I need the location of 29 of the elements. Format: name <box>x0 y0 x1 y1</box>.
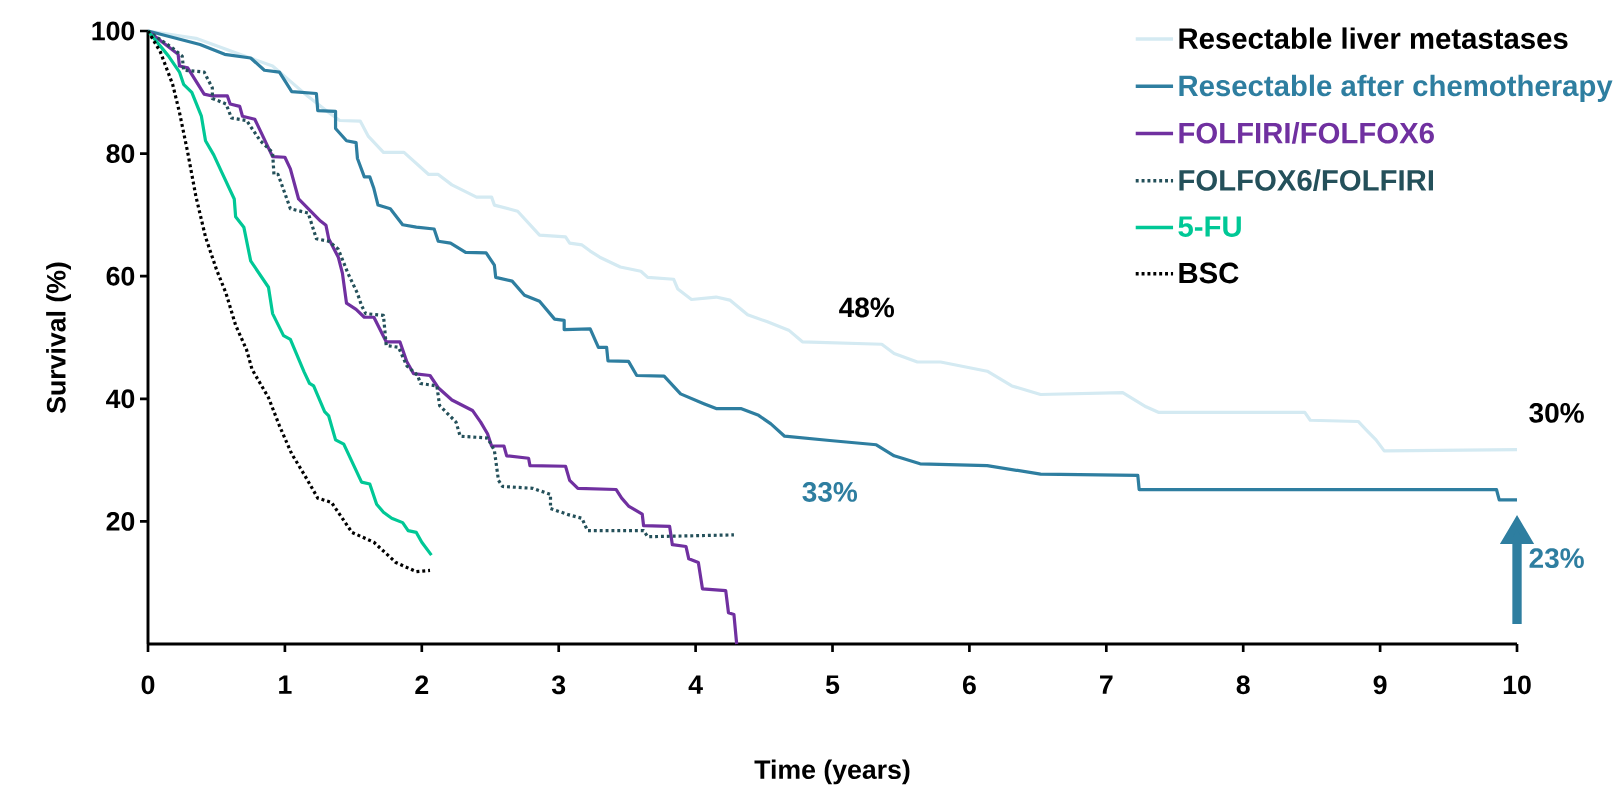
x-axis-title: Time (years) <box>754 759 910 785</box>
x-tick-label: 2 <box>415 675 429 694</box>
x-tick-label: 4 <box>688 675 703 694</box>
x-tick-label: 5 <box>825 675 840 694</box>
legend-label: BSC <box>1179 262 1239 284</box>
text: 23% <box>1529 548 1584 569</box>
legend-label: 5-FU <box>1178 216 1241 237</box>
line-series <box>146 29 736 539</box>
text: 30% <box>1529 402 1584 423</box>
legend-label: Resectable liver metastases <box>1179 27 1568 49</box>
y-axis-title: Survival (%) <box>46 262 71 414</box>
x-tick-label: 1 <box>279 675 292 694</box>
x-tick-label: 3 <box>551 675 566 695</box>
x-tick-label: 6 <box>962 675 976 695</box>
legend-label: FOLFIRI/FOLFOX6 <box>1179 121 1434 144</box>
y-tick-label: 60 <box>106 266 135 286</box>
x-tick-label: 10 <box>1503 675 1531 695</box>
x-tick-label: 0 <box>141 675 155 695</box>
y-tick-label: 100 <box>92 21 135 41</box>
y-tick-label: 20 <box>106 511 135 531</box>
x-tick-label: 8 <box>1236 675 1250 695</box>
y-tick-label: 80 <box>106 144 135 164</box>
annotation: 48% <box>839 297 894 318</box>
x-tick-label: 9 <box>1373 675 1387 695</box>
y-tick-label: 40 <box>106 389 135 409</box>
legend-label: Resectable after chemotherapy <box>1179 74 1613 102</box>
annotation: 33% <box>802 482 858 502</box>
legend-label: FOLFOX6/FOLFIRI <box>1179 169 1434 192</box>
x-tick-label: 7 <box>1100 675 1113 694</box>
